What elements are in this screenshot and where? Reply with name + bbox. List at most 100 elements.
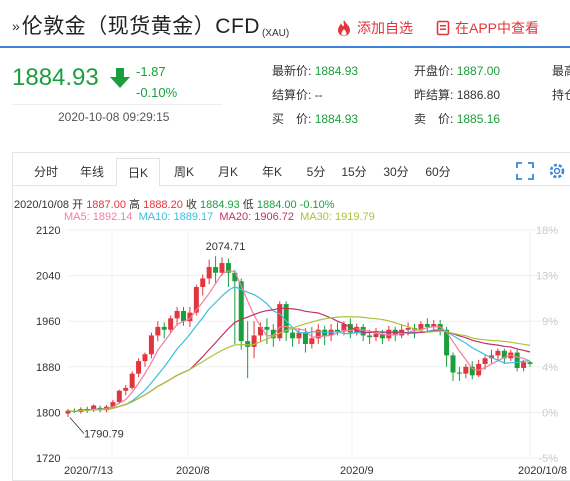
ask-price-field: 卖 价: 1885.16 [414,110,500,127]
candle-body [315,329,321,339]
add-watchlist-label: 添加自选 [357,20,413,36]
candle-body [476,363,482,376]
candle-body [116,390,122,403]
chart-tabs: 分时 年线 日K 周K 月K 年K 5分 15分 30分 60分 [12,158,570,187]
prev-settle-value: 1886.80 [456,88,501,102]
tab-daily-k[interactable]: 日K [116,158,160,187]
tab-weekly-k[interactable]: 周K [173,165,194,179]
info-low-label: 低 [242,199,254,211]
candle-body [206,267,212,279]
flame-icon [338,20,350,36]
candle-body [302,332,308,344]
title-marker: » [12,18,20,34]
info-open-label: 开 [72,199,84,211]
candle-body [161,326,167,330]
candle-body [258,326,263,336]
info-high: 1888.20 [143,199,183,211]
info-close: 1884.93 [199,199,240,211]
candle-body [91,405,97,411]
settle-price-field: 结算价: -- [272,86,323,103]
candle-body [155,326,161,336]
y-tick-label: 2120 [36,225,60,237]
candle-body [379,333,385,339]
candle-body [514,352,520,368]
info-open: 1887.00 [86,199,126,211]
candle-body [418,324,424,330]
bid-price-value: 1884.93 [314,112,359,126]
info-low: 1884.00 [256,199,297,211]
y-right-tick-label: 13% [536,271,558,283]
document-icon [436,20,450,36]
settle-price-label: 结算价: [272,88,312,102]
low-annotation: 1790.79 [84,429,124,441]
tab-monthly-k[interactable]: 月K [217,165,238,179]
x-tick-label: 2020/10/8 [518,465,567,477]
ask-price-label: 卖 价: [414,112,454,126]
open-price-label: 开盘价: [414,64,454,78]
open-price-value: 1887.00 [456,64,501,78]
add-watchlist-button[interactable]: 添加自选 [336,18,413,38]
candle-body [424,324,430,327]
candle-body [347,324,353,333]
candle-body [456,372,462,374]
candle-body [335,329,340,332]
candle-body [225,263,231,273]
candle-body [341,324,347,332]
low-annotation-pointer [69,417,85,434]
y-right-tick-label: 18% [536,225,558,237]
down-arrow-icon [110,68,130,88]
page-title: 伦敦金（现货黄金）CFD [21,15,260,38]
ma5-line [67,270,531,412]
fullscreen-icon[interactable] [516,162,534,180]
info-pct: -0.10% [299,199,335,211]
candle-body [489,355,494,359]
candle-body [495,350,501,356]
candle-body [527,362,533,364]
candle-body [373,333,379,338]
tab-15min[interactable]: 15分 [341,165,367,179]
tab-60min[interactable]: 60分 [425,165,451,179]
candle-body [277,304,283,339]
candle-body [84,408,90,411]
candle-body [309,338,315,344]
info-close-label: 收 [185,199,197,211]
ohlc-info: 2020/10/08 开 1887.00 高 1888.20 收 1884.93… [14,196,335,212]
candle-body [450,355,456,373]
latest-price-value: 1884.93 [314,64,359,78]
gear-icon[interactable] [548,162,566,180]
ma30-line [67,316,531,412]
candle-body [290,332,296,339]
prev-settle-label: 昨结算: [414,88,454,102]
ma20-legend: MA20: 1906.72 [219,211,294,223]
candle-body [181,310,186,322]
y-tick-label: 1880 [36,362,60,374]
quote-timestamp: 2020-10-08 09:29:15 [58,110,170,124]
candle-body [501,350,507,359]
candle-body [360,326,366,336]
candle-body [193,287,199,313]
ma5-legend: MA5: 1892.14 [64,211,133,223]
tab-yearly-k[interactable]: 年K [261,165,282,179]
tab-30min[interactable]: 30分 [383,165,409,179]
ask-price-value: 1885.16 [456,112,501,126]
tab-year-line[interactable]: 年线 [79,165,104,179]
candle-body [521,362,527,368]
symbol-code: (XAU) [261,28,290,39]
candle-body [463,366,469,374]
price-change-pct: -0.10% [136,85,178,100]
candle-body [238,281,244,342]
candle-body [251,335,257,347]
candle-body [469,366,475,376]
price-change: -1.87 [136,64,166,79]
y-right-tick-label: 9% [542,316,558,328]
info-high-label: 高 [129,199,141,211]
title-group: » 伦敦金（现货黄金）CFD (XAU) [12,10,289,40]
quote-divider [12,104,222,105]
settle-price-value: -- [314,88,323,102]
open-in-app-button[interactable]: 在APP中查看 [436,18,539,38]
high-annotation: 2074.71 [206,241,246,253]
x-tick-label: 2020/7/13 [64,465,113,477]
tab-5min[interactable]: 5分 [306,165,326,179]
y-tick-label: 1720 [36,453,60,465]
tab-intraday[interactable]: 分时 [33,165,58,179]
